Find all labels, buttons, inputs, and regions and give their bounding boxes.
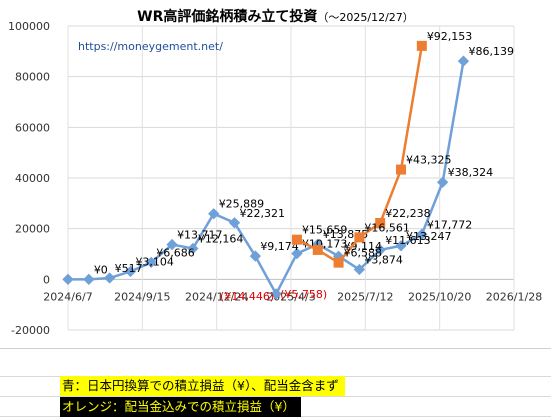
y-tick-label: 20000 xyxy=(15,223,50,236)
x-tick-label: 2024/12/24 xyxy=(185,290,248,303)
blue-data-label: ¥3,874 xyxy=(364,254,403,267)
negative-annotation: (¥14,446) xyxy=(220,290,274,303)
y-tick-label: 0 xyxy=(43,273,50,286)
orange-point-marker xyxy=(354,232,365,243)
orange-series-note: オレンジ：配当金込みでの積立損益（¥） xyxy=(60,397,301,417)
blue-data-label: ¥517 xyxy=(115,262,143,275)
y-tick-label: 60000 xyxy=(15,121,50,134)
blue-data-label: ¥6,686 xyxy=(156,246,195,259)
orange-point-marker xyxy=(416,40,427,51)
blue-point-marker xyxy=(416,228,428,240)
blue-point-marker xyxy=(353,263,366,276)
blue-point-marker xyxy=(249,250,261,262)
blue-data-label: ¥3,104 xyxy=(135,255,174,268)
blue-point-marker xyxy=(62,273,74,285)
chart-area: -20000 0 20000 40000 60000 80000 100000 2024/6/… xyxy=(0,6,551,349)
blue-data-label: ¥9,174 xyxy=(260,240,299,253)
blue-data-label: ¥25,889 xyxy=(219,198,265,211)
y-tick-label: 80000 xyxy=(15,71,50,84)
blue-point-marker xyxy=(208,208,220,220)
blue-series-note: 青：日本円換算での積立損益（¥）、配当金含まず xyxy=(60,376,345,396)
x-tick-label: 2026/1/28 xyxy=(486,290,542,303)
blue-data-label: ¥38,324 xyxy=(448,166,494,179)
x-tick-label: 2025/10/20 xyxy=(408,290,471,303)
chart-subtitle: （〜2025/12/27） xyxy=(317,11,414,24)
blue-data-label: ¥17,772 xyxy=(427,218,473,231)
blue-point-marker xyxy=(166,238,178,251)
blue-data-label: ¥0 xyxy=(94,263,108,276)
blue-point-marker xyxy=(228,217,241,229)
orange-data-label: ¥22,238 xyxy=(385,207,431,220)
blue-point-marker xyxy=(395,240,407,252)
x-tick-label: 2025/7/12 xyxy=(337,290,393,303)
blue-data-label: ¥86,139 xyxy=(468,45,514,58)
negative-annotation: (¥5,758) xyxy=(280,288,327,301)
line-chart: -20000 0 20000 40000 60000 80000 100000 2024/6/… xyxy=(8,20,542,337)
orange-point-marker xyxy=(396,164,407,175)
blue-data-label: ¥12,164 xyxy=(198,233,244,246)
blue-point-marker xyxy=(374,244,386,256)
y-tick-label: -20000 xyxy=(11,324,50,337)
blue-data-label: ¥22,321 xyxy=(240,207,285,220)
orange-data-label: ¥16,561 xyxy=(364,221,410,234)
orange-point-marker xyxy=(333,257,344,268)
orange-point-marker xyxy=(291,234,302,245)
blue-data-label: ¥13,717 xyxy=(177,229,223,242)
blue-point-marker xyxy=(145,256,157,269)
chart-title: WR高評価銘柄積み立て投資（〜2025/12/27） xyxy=(0,6,551,26)
blue-point-marker xyxy=(83,273,95,285)
site-url[interactable]: https://moneygement.net/ xyxy=(78,40,223,53)
orange-data-label: ¥43,325 xyxy=(406,154,452,167)
x-tick-label: 2024/9/15 xyxy=(114,290,170,303)
orange-data-label: ¥15,659 xyxy=(302,224,348,237)
blue-data-label: ¥11,613 xyxy=(385,234,431,247)
orange-data-label: ¥92,153 xyxy=(427,30,473,43)
blue-point-marker xyxy=(291,247,303,260)
orange-point-marker xyxy=(375,217,386,228)
chart-title-text: WR高評価銘柄積み立て投資 xyxy=(137,9,318,25)
blue-point-marker xyxy=(457,55,470,67)
y-tick-label: 100000 xyxy=(8,20,50,33)
blue-point-marker xyxy=(436,176,449,188)
blue-data-label: ¥13,247 xyxy=(406,230,452,243)
x-tick-label: 2024/6/7 xyxy=(43,290,92,303)
orange-point-marker xyxy=(312,244,323,255)
orange-data-label: ¥6,588 xyxy=(344,247,383,260)
y-tick-label: 40000 xyxy=(15,172,50,185)
blue-point-marker xyxy=(187,242,199,255)
blue-point-marker xyxy=(270,288,282,300)
